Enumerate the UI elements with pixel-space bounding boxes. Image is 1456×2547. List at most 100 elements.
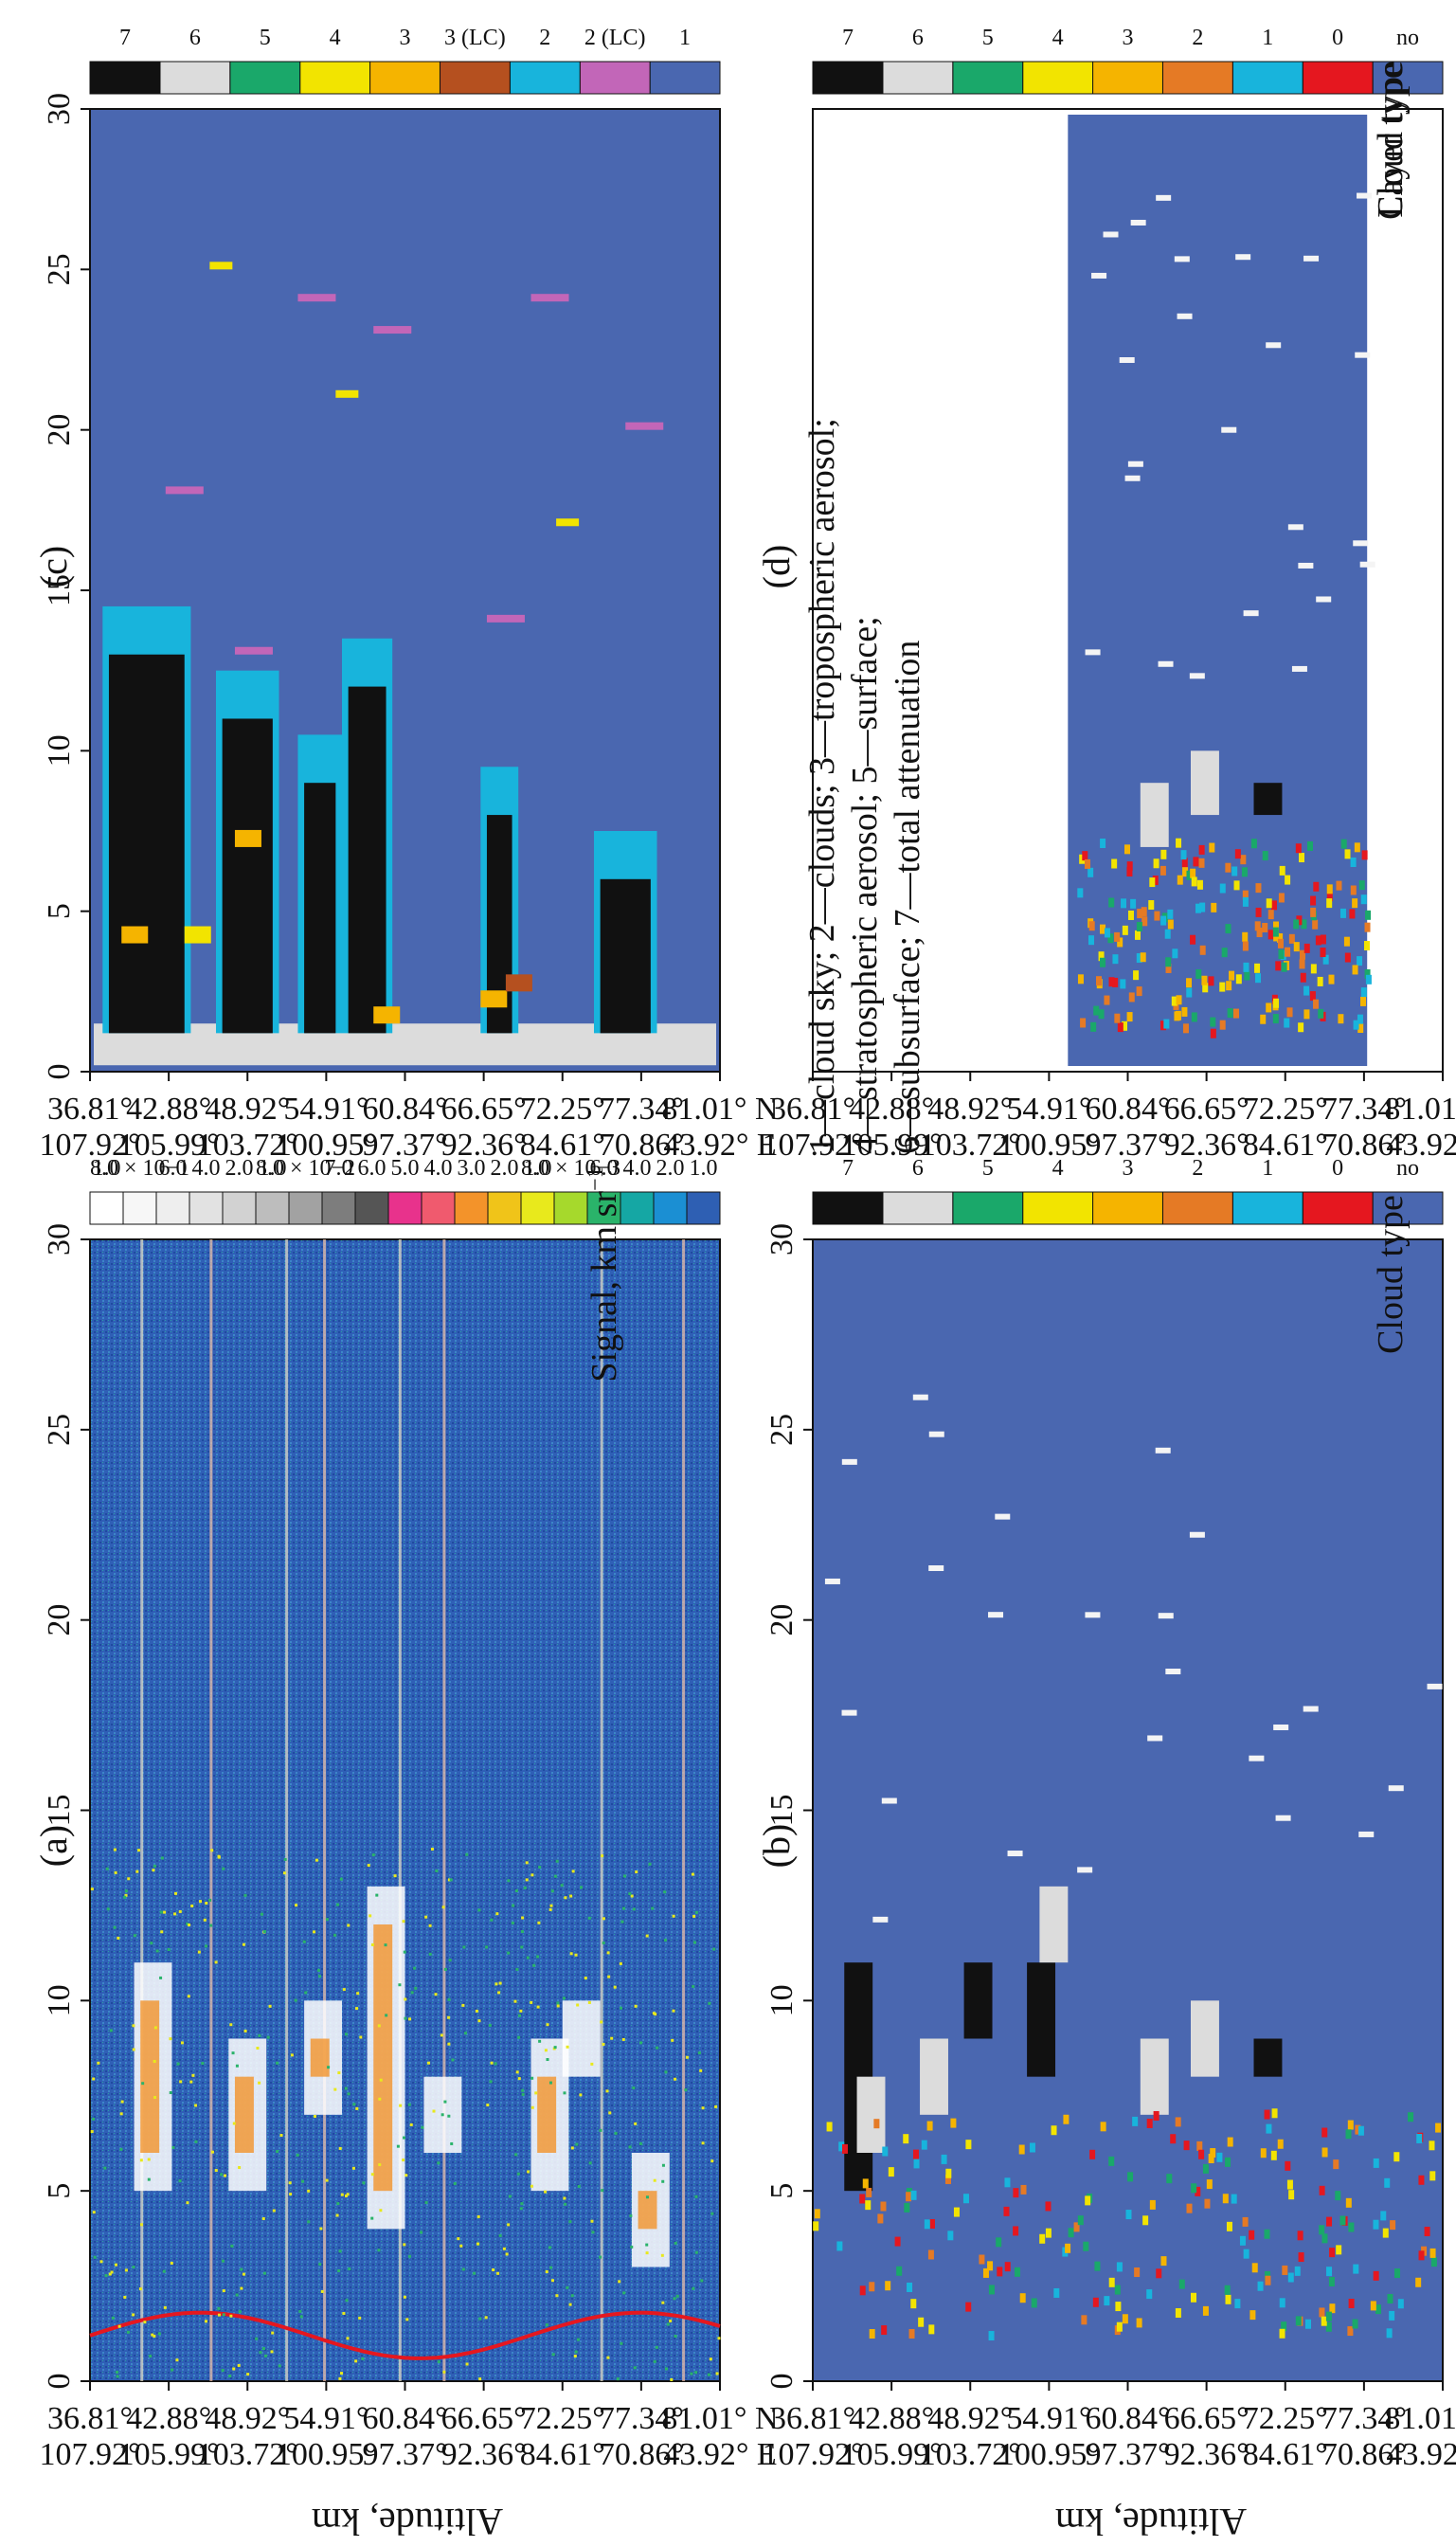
low-cloud-pixel (928, 2324, 935, 2335)
legend-label: 1 (1262, 26, 1273, 50)
streak (209, 1239, 213, 2381)
speckle (527, 2170, 530, 2174)
low-cloud-pixel (1397, 2299, 1404, 2309)
legend-title-a: Signal, km sr−1 (584, 1166, 624, 1382)
speckle (402, 1920, 405, 1924)
low-cloud-pixel (1348, 2299, 1355, 2309)
low-cloud-pixel (1191, 2183, 1197, 2194)
speckle (674, 2241, 677, 2245)
legend-label: 2 (LC) (584, 26, 646, 50)
speckle (523, 1886, 527, 1889)
low-cloud-pixel (1251, 2263, 1258, 2273)
speckle (264, 2354, 268, 2357)
high-cloud-pixel (1189, 673, 1205, 679)
high-cloud-pixel (1427, 1683, 1443, 1689)
low-cloud-pixel (1111, 858, 1118, 869)
speckle (606, 1951, 610, 1955)
low-cloud-pixel (1273, 998, 1280, 1008)
low-cloud-pixel (1063, 2114, 1070, 2124)
speckle (632, 1907, 636, 1911)
speckle (488, 2023, 492, 2027)
low-cloud-pixel (1262, 851, 1268, 861)
low-cloud-pixel (1146, 2289, 1153, 2300)
low-cloud-pixel (1382, 2228, 1389, 2238)
legend-swatch (812, 61, 884, 95)
speckle (347, 1924, 351, 1927)
speckle (351, 2166, 355, 2170)
low-cloud-pixel (1353, 2264, 1359, 2274)
low-cloud-pixel (1149, 2199, 1156, 2210)
speckle (674, 2334, 677, 2338)
speckle (684, 2088, 688, 2092)
speckle (457, 2237, 460, 2241)
speckle (370, 1942, 374, 1946)
speckle (335, 2213, 339, 2217)
speckle (513, 1999, 517, 2003)
ytick-label: 10 (764, 1984, 800, 2016)
legend-swatch (155, 1191, 190, 1225)
speckle (258, 2033, 261, 2037)
low-cloud-pixel (1199, 945, 1206, 955)
speckle (132, 2048, 135, 2051)
attenuated-layer (108, 654, 185, 1034)
legend-swatch (487, 1191, 522, 1225)
low-cloud-pixel (1201, 975, 1208, 985)
speckle (205, 2320, 208, 2323)
legend-label: 7 (842, 1156, 854, 1181)
speckle (576, 2338, 580, 2341)
xtick-lon: 84.61° (520, 2437, 605, 2472)
legend-label: 6 (912, 26, 924, 50)
low-cloud-pixel (1319, 2225, 1325, 2235)
speckle (316, 1968, 320, 1972)
high-cloud-pixel (1189, 1531, 1205, 1538)
speckle (569, 1894, 573, 1898)
speckle (427, 2061, 431, 2065)
high-cloud-pixel (841, 1458, 857, 1465)
xtick-lon: 107.92° (39, 2437, 140, 2472)
speckle (338, 2376, 342, 2380)
ylabel-left: Altitude, km (1055, 2501, 1247, 2543)
high-cloud-pixel (824, 1578, 840, 1584)
speckle (152, 1869, 155, 1872)
speckle (217, 2306, 221, 2310)
speckle (157, 2332, 161, 2336)
low-cloud-pixel (1089, 2149, 1096, 2159)
low-cloud-pixel (1357, 2125, 1364, 2136)
high-cloud-pixel (1273, 1725, 1289, 1731)
legend-label: 4 (330, 26, 341, 50)
low-cloud-pixel (1345, 2129, 1352, 2140)
speckle (403, 2136, 406, 2140)
speckle (691, 1872, 694, 1876)
speckle (320, 2289, 324, 2293)
xtick-lat: 60.84° (1085, 1092, 1170, 1127)
low-cloud-pixel (1267, 910, 1274, 920)
legend-swatch (1161, 61, 1233, 95)
speckle (127, 1877, 131, 1881)
speckle (354, 2359, 358, 2363)
speckle (355, 2106, 359, 2110)
speckle (126, 2330, 130, 2334)
low-cloud-pixel (1361, 850, 1368, 860)
low-cloud-pixel (1320, 948, 1326, 958)
speckle (692, 1984, 695, 1988)
xtick-lat: 48.92° (205, 2401, 290, 2436)
low-cloud-pixel (1068, 2228, 1074, 2238)
speckle (90, 1888, 94, 1891)
speckle (110, 2270, 114, 2274)
low-cloud-pixel (1082, 851, 1088, 861)
speckle (591, 2231, 595, 2234)
low-cloud-pixel (1092, 2297, 1099, 2307)
low-cloud-pixel (1310, 964, 1317, 974)
low-cloud-pixel (913, 2159, 920, 2169)
speckle (484, 2316, 488, 2320)
speckle (710, 2159, 714, 2163)
speckle (344, 2086, 348, 2090)
speckle (398, 1983, 402, 1987)
speckle (424, 2200, 428, 2204)
speckle (432, 2109, 436, 2113)
legend-swatch (1231, 61, 1303, 95)
low-cloud-pixel (1295, 2316, 1302, 2326)
speckle (544, 2190, 548, 2194)
low-cloud-pixel (1320, 934, 1326, 945)
low-cloud-pixel (1319, 2185, 1325, 2195)
